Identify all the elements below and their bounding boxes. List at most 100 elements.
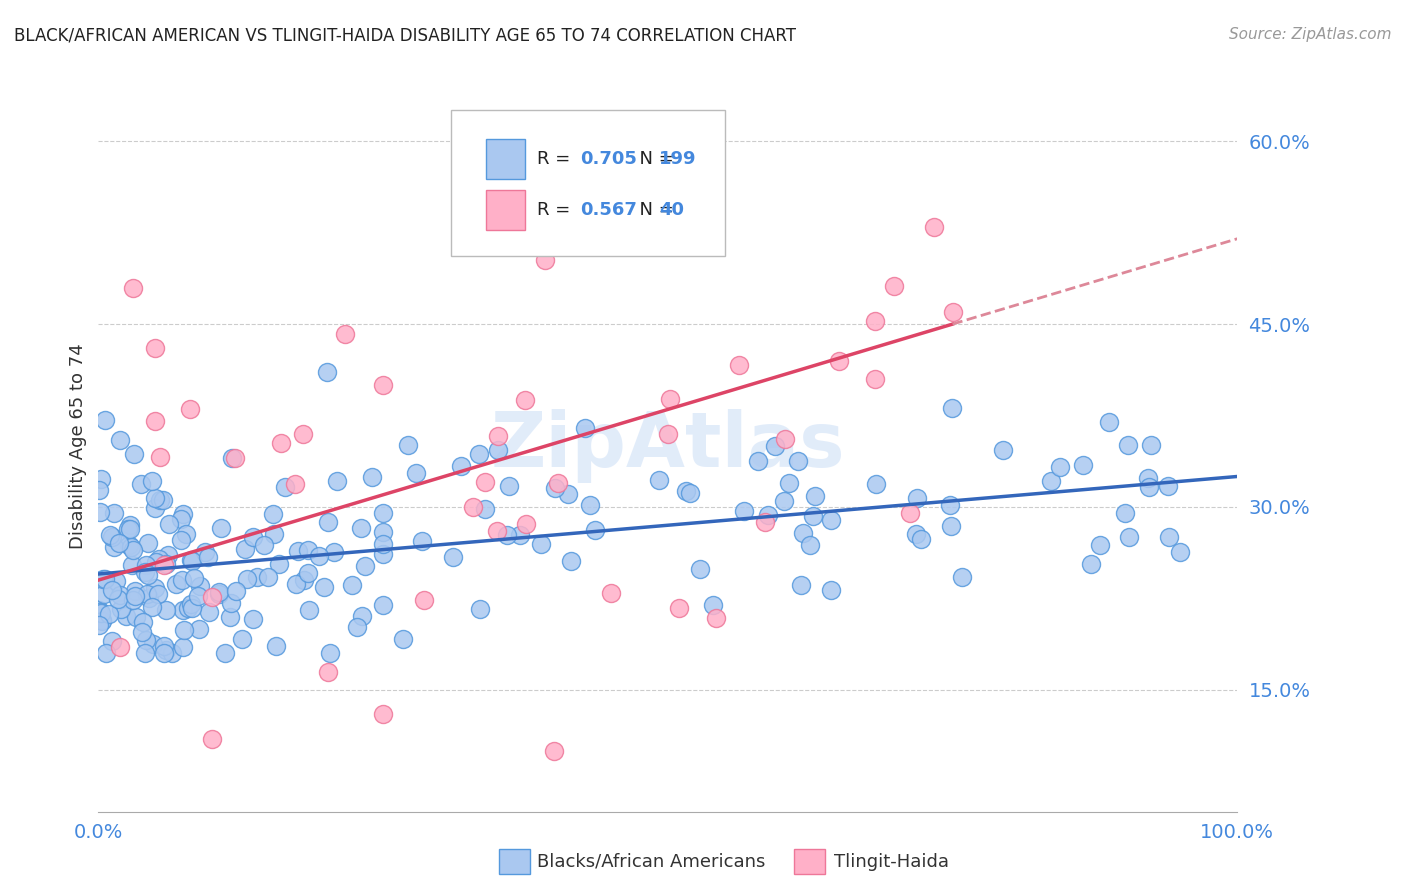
Point [90,606,112,620]
Point [898,506,921,520]
Point [474,501,496,516]
Point [905,527,928,541]
Point [450,459,472,474]
Point [498,479,520,493]
Point [950,570,973,584]
Point [297,543,319,558]
Point [152,646,174,660]
Point [207,584,229,599]
Point [828,353,851,368]
Point [201,731,224,746]
FancyBboxPatch shape [485,190,526,230]
Point [778,475,800,490]
Point [94,572,117,586]
Point [124,610,146,624]
Point [141,474,163,488]
Point [544,481,567,495]
Point [253,538,276,552]
Point [170,573,193,587]
Point [560,554,582,568]
Point [135,633,157,648]
Point [91,572,114,586]
Point [152,493,174,508]
Point [496,528,519,542]
Point [371,524,394,539]
Point [87,618,110,632]
Point [96,646,118,660]
Point [138,591,160,605]
Point [543,744,565,758]
Point [156,548,179,562]
Point [297,566,319,580]
Point [865,372,887,386]
Point [235,572,257,586]
Point [264,639,287,653]
Point [1080,557,1102,571]
Point [1114,506,1136,520]
Point [89,505,111,519]
Point [157,517,180,532]
Point [117,522,139,536]
Point [371,378,394,392]
Point [143,414,166,428]
Point [120,540,142,554]
Point [172,507,194,521]
Point [181,554,204,568]
Point [103,506,125,520]
Text: Blacks/African Americans: Blacks/African Americans [537,853,765,871]
Point [942,305,965,319]
Point [180,598,202,612]
Text: Tlingit-Haida: Tlingit-Haida [834,853,949,871]
Point [152,639,174,653]
Point [108,588,131,602]
Point [1157,530,1180,544]
Y-axis label: Disability Age 65 to 74: Disability Age 65 to 74 [69,343,87,549]
Point [145,342,167,356]
Point [89,605,111,619]
Point [145,581,167,595]
Point [702,598,724,612]
Text: BLACK/AFRICAN AMERICAN VS TLINGIT-HAIDA DISABILITY AGE 65 TO 74 CORRELATION CHAR: BLACK/AFRICAN AMERICAN VS TLINGIT-HAIDA … [14,27,796,45]
Point [224,451,246,466]
Point [1098,415,1121,429]
Point [165,577,187,591]
Point [371,537,394,551]
Point [1073,458,1095,472]
Point [124,589,146,603]
Point [221,596,243,610]
Point [939,519,962,533]
Point [136,536,159,550]
Point [160,646,183,660]
Point [143,501,166,516]
Point [786,454,808,468]
Point [1137,480,1160,494]
Point [754,515,776,529]
Point [208,587,231,601]
Point [90,614,112,628]
Point [991,443,1014,458]
Point [148,552,170,566]
Point [214,646,236,660]
Point [600,586,623,600]
Point [194,544,217,558]
Point [486,524,509,539]
Point [197,550,219,565]
Point [136,587,159,601]
Point [411,533,433,548]
Point [318,646,340,660]
Point [198,605,221,619]
Point [728,358,751,372]
Point [225,584,247,599]
Point [87,483,110,497]
Point [486,428,509,442]
Point [647,473,669,487]
Point [756,508,779,523]
Point [209,521,232,535]
Point [242,531,264,545]
Point [675,483,697,498]
Point [804,488,827,502]
Point [231,632,253,646]
Point [115,609,138,624]
Point [136,567,159,582]
Point [179,402,201,417]
